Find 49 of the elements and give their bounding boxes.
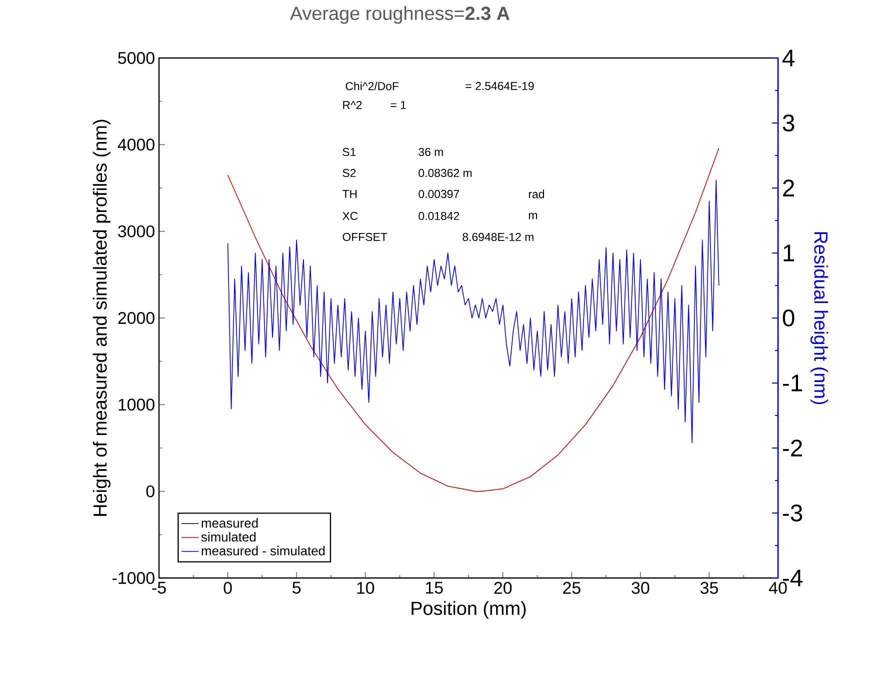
x-tick-label: 0 <box>224 582 232 594</box>
y2-tick-label: 2 <box>783 180 794 196</box>
legend-label: measured - simulated <box>202 546 325 556</box>
x-tick-label: 30 <box>632 582 650 594</box>
annotation: 0.01842 <box>418 212 460 220</box>
x-tick-label: 35 <box>700 582 718 594</box>
line-series <box>227 180 720 444</box>
annotation: m <box>528 212 537 220</box>
x-tick-label: 15 <box>426 582 443 594</box>
annotation: 36 m <box>418 148 443 156</box>
y2-tick-label: 0 <box>782 310 794 326</box>
annotation: OFFSET <box>342 232 388 242</box>
x-tick-label: 20 <box>494 582 512 594</box>
y-tick-label: -1000 <box>112 572 154 584</box>
y-tick-label: 1000 <box>118 398 154 411</box>
y-tick-label: 4000 <box>118 138 154 151</box>
annotation: rad <box>528 190 544 198</box>
y-tick-label: 2000 <box>118 312 154 324</box>
line-series <box>227 148 720 492</box>
annotation: = 1 <box>390 101 406 109</box>
y-axis-title: Height of measured and simulated profiles (nm) <box>92 120 111 516</box>
annotation: TH <box>342 190 357 198</box>
y2-tick-label: -2 <box>782 440 802 456</box>
x-axis-title: Position (mm) <box>412 601 526 619</box>
annotation: = 2.5464E-19 <box>466 82 534 90</box>
y2-tick-label: 3 <box>782 114 794 132</box>
annotation: 0.08362 m <box>418 168 472 178</box>
x-tick-label: -5 <box>152 582 166 594</box>
y-tick-label: 5000 <box>118 52 154 64</box>
legend-label: simulated <box>201 532 256 542</box>
annotation: 0.00397 <box>418 190 460 198</box>
annotation: S2 <box>342 168 356 178</box>
x-tick-label: 25 <box>563 582 580 594</box>
y2-tick-label: 4 <box>782 50 795 66</box>
y-tick-label: 0 <box>146 485 154 498</box>
y2-tick-label: -3 <box>782 504 802 522</box>
annotation: R^2 <box>343 100 362 109</box>
y2-tick-label: 1 <box>784 244 794 262</box>
y2-axis-title: Residual height (nm) <box>810 232 828 404</box>
y2-tick-label: -1 <box>782 374 802 392</box>
annotation: XC <box>342 212 358 220</box>
legend-label: measured <box>202 518 258 528</box>
annotation: S1 <box>342 148 356 156</box>
chart-title: Average roughness=2.3 A <box>290 6 510 24</box>
annotation: Chi^2/DoF <box>346 82 398 90</box>
x-tick-label: 10 <box>357 582 374 594</box>
y-tick-label: 3000 <box>118 225 154 238</box>
annotation: 8.6948E-12 m <box>462 232 534 242</box>
x-tick-label: 5 <box>292 582 301 594</box>
